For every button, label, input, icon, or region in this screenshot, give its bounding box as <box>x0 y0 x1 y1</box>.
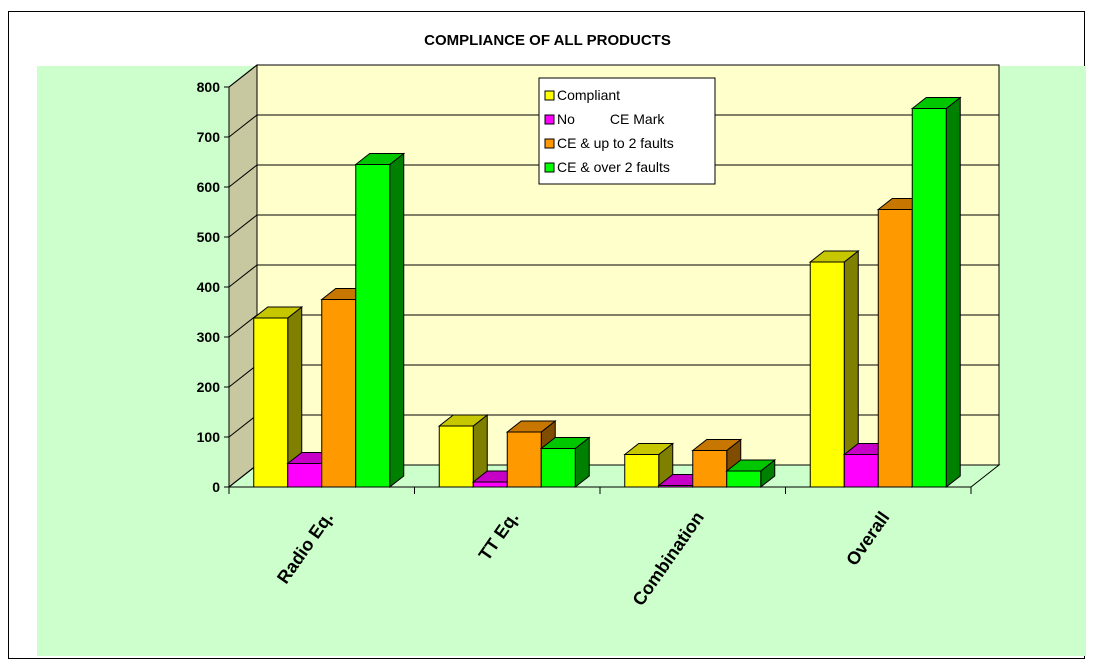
bar <box>911 108 947 488</box>
bar <box>472 481 508 488</box>
bar <box>253 317 289 488</box>
gridline <box>228 164 999 188</box>
chart-frame: 0 100 200 300 400 500 600 700 800 Radio Eq. TT Eq.… <box>8 11 1086 659</box>
legend-label: No CE Mark <box>557 111 665 127</box>
bar <box>506 431 542 488</box>
bar <box>877 209 913 488</box>
gridline <box>228 214 999 238</box>
y-tick-label: 200 <box>197 379 221 395</box>
legend-swatch <box>544 138 555 149</box>
bar <box>843 454 879 488</box>
y-tick-label: 800 <box>197 79 221 95</box>
bar <box>658 485 694 488</box>
y-tick-label: 600 <box>197 179 221 195</box>
bar-side <box>945 96 961 489</box>
legend-label: CE & up to 2 faults <box>557 135 674 151</box>
bar <box>726 470 762 488</box>
bar <box>692 450 728 488</box>
legend-label: CE & over 2 faults <box>557 159 670 175</box>
legend-label: Compliant <box>557 87 620 103</box>
bar <box>438 425 474 488</box>
legend-box <box>538 77 716 185</box>
y-tick-label: 400 <box>197 279 221 295</box>
bar <box>809 261 845 488</box>
bar <box>540 448 576 488</box>
y-tick-label: 0 <box>212 479 220 495</box>
bar <box>624 454 660 488</box>
y-tick-label: 500 <box>197 229 221 245</box>
y-tick-label: 700 <box>197 129 221 145</box>
y-tick-label: 300 <box>197 329 221 345</box>
chart-title: COMPLIANCE OF ALL PRODUCTS <box>424 32 671 49</box>
bar <box>355 164 391 488</box>
y-tick-label: 100 <box>197 429 221 445</box>
legend-swatch <box>544 162 555 173</box>
gridline <box>228 64 999 88</box>
bar-side <box>389 152 405 489</box>
legend-swatch <box>544 114 555 125</box>
gridline <box>228 114 999 138</box>
bar <box>321 299 357 488</box>
gridline <box>228 264 999 288</box>
bar <box>287 463 323 488</box>
legend-swatch <box>544 90 555 101</box>
